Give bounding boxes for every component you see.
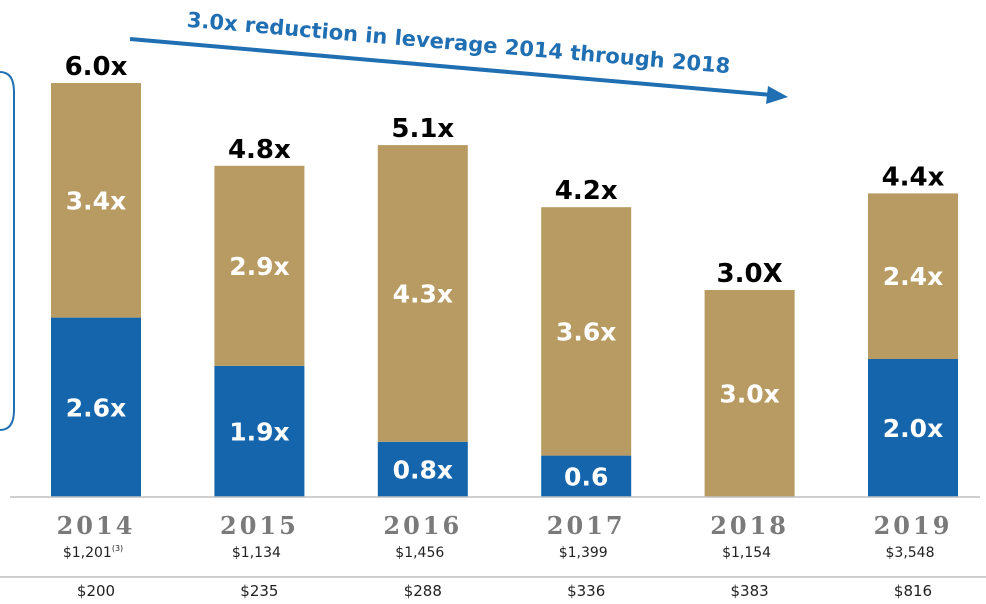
bar-segment-2017-s1: [541, 207, 632, 456]
segment-label-2014-s0: 2.6x: [66, 393, 126, 422]
segment-label-2016-s0: 0.8x: [393, 455, 453, 484]
bar-segment-2017-s0: [541, 455, 632, 497]
bar-segment-2016-s0: [377, 441, 468, 497]
sub-label-value-2018: $1,154: [722, 545, 771, 561]
sub-label-2019: $3,548: [886, 545, 935, 561]
sub-label-2016: $1,456: [395, 545, 444, 561]
bar-segment-2015-s1: [214, 165, 305, 366]
sub-label-value-2016: $1,456: [395, 545, 444, 561]
sub-label-2017: $1,399: [559, 545, 608, 561]
bar-segment-2019-s0: [868, 359, 958, 497]
category-label-2015: 2015: [220, 511, 299, 540]
bar-segment-2016-s1: [377, 145, 468, 442]
bottom-label-2019: $816: [894, 582, 932, 600]
total-label-2019: 4.4x: [882, 162, 945, 192]
bars-layer: 2.6x 3.4x 6.0x 1.9x 2.9x 4.8x 0.8x 4.3x 5.1x 0.6 3…: [51, 52, 958, 497]
category-label-2017: 2017: [547, 511, 626, 540]
bar-segment-2018-s1: [704, 290, 795, 497]
total-label-2017: 4.2x: [555, 176, 618, 206]
bottom-label-2016: $288: [404, 582, 442, 600]
bar-segment-2014-s0: [51, 317, 141, 497]
category-label-2019: 2019: [874, 511, 953, 540]
sub-label-value-2014: $1,201: [63, 545, 112, 561]
sub-label-value-2017: $1,399: [559, 545, 608, 561]
trend-arrow: 3.0x reduction in leverage 2014 through …: [129, 8, 788, 104]
trend-arrow-line: [129, 37, 773, 97]
segment-label-2014-s1: 3.4x: [66, 186, 126, 215]
bar-segment-2019-s1: [868, 193, 958, 359]
category-label-2016: 2016: [383, 511, 462, 540]
segment-label-2017-s0: 0.6: [564, 462, 608, 491]
segment-label-2019-s1: 2.4x: [883, 262, 943, 291]
category-label-2018: 2018: [710, 511, 789, 540]
trend-arrow-head: [766, 86, 788, 104]
segment-label-2017-s1: 3.6x: [556, 317, 616, 346]
bar-segment-2015-s0: [214, 365, 305, 497]
bottom-label-2015: $235: [240, 582, 278, 600]
bottom-label-2017: $336: [567, 582, 605, 600]
bar-segment-2014-s1: [51, 83, 141, 318]
segment-label-2015-s0: 1.9x: [229, 417, 289, 446]
sub-label-value-2015: $1,134: [232, 545, 281, 561]
total-label-2018: 3.0X: [717, 259, 783, 289]
sub-label-value-2019: $3,548: [886, 545, 935, 561]
bottom-label-2014: $200: [77, 582, 115, 600]
total-label-2015: 4.8x: [228, 135, 291, 165]
category-label-2014: 2014: [57, 511, 136, 540]
segment-label-2015-s1: 2.9x: [229, 252, 289, 281]
sub-label-2015: $1,134: [232, 545, 281, 561]
sub-label-2014: $1,201(3): [63, 544, 123, 561]
total-label-2014: 6.0x: [65, 52, 128, 82]
left-edge-bracket: [0, 71, 15, 431]
sub-label-2018: $1,154: [722, 545, 771, 561]
total-label-2016: 5.1x: [391, 114, 454, 144]
segment-label-2019-s0: 2.0x: [883, 414, 943, 443]
category-labels-layer: 2014 $1,201(3) $200 2015 $1,134 $235 2016 $1,45…: [57, 511, 953, 600]
segment-label-2016-s1: 4.3x: [393, 279, 453, 308]
sub-label-note-2014: (3): [112, 544, 123, 553]
bottom-label-2018: $383: [731, 582, 769, 600]
segment-label-2018-s1: 3.0x: [719, 380, 779, 409]
